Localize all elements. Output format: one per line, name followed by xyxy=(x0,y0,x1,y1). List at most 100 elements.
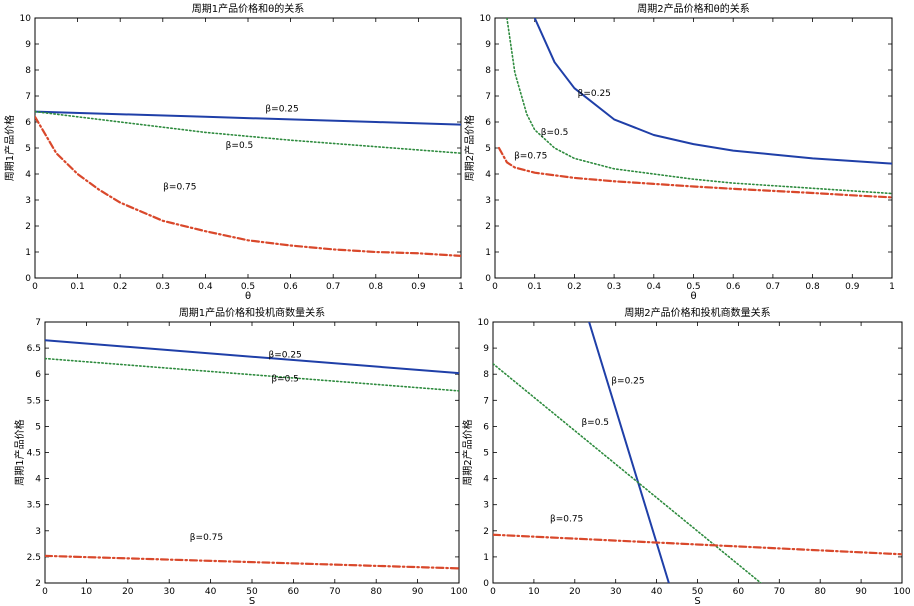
x-tick-label: 1 xyxy=(889,282,895,292)
x-tick-label: 0.3 xyxy=(607,282,621,292)
x-axis-label: θ xyxy=(690,291,696,302)
y-tick-label: 9 xyxy=(25,40,31,50)
x-tick-label: 0.7 xyxy=(326,282,340,292)
y-tick-label: 0 xyxy=(483,579,489,589)
series-line-solid xyxy=(45,339,459,375)
y-tick-label: 6 xyxy=(485,118,491,128)
y-tick-label: 5 xyxy=(485,144,491,154)
x-tick-label: 0.2 xyxy=(567,282,581,292)
y-tick-label: 1 xyxy=(485,248,491,258)
y-tick-label: 4 xyxy=(35,475,41,485)
x-tick-label: 0.6 xyxy=(726,282,741,292)
x-tick-label: 80 xyxy=(370,587,382,597)
x-tick-label: 0.7 xyxy=(766,282,780,292)
y-tick-label: 0 xyxy=(485,274,491,284)
y-tick-label: 9 xyxy=(483,344,489,354)
x-tick-label: 70 xyxy=(329,587,341,597)
y-tick-label: 6 xyxy=(25,118,31,128)
y-tick-label: 2 xyxy=(25,222,31,232)
x-tick-label: 70 xyxy=(774,587,786,597)
series-annotation: β=0.75 xyxy=(163,183,196,193)
series-line-solid xyxy=(533,18,892,165)
y-axis-label: 周期1产品价格 xyxy=(13,419,26,485)
series-annotation: β=0.5 xyxy=(226,141,254,151)
x-tick-label: 0.8 xyxy=(805,282,820,292)
series-annotation: β=0.25 xyxy=(611,376,644,386)
chart-panel-2: 0 0.1 0.2 0.3 0.4 0.5 0.6 0.7 0.8 0.9 101234567891… xyxy=(463,2,895,302)
series-line-dashdot xyxy=(493,533,902,556)
y-tick-label: 4 xyxy=(25,170,31,180)
x-tick-label: 20 xyxy=(569,587,581,597)
x-tick-label: 100 xyxy=(893,587,910,597)
series-annotation: β=0.25 xyxy=(265,105,298,115)
x-tick-label: 0 xyxy=(32,282,38,292)
y-tick-label: 7 xyxy=(25,92,31,102)
x-tick-label: 1 xyxy=(458,282,464,292)
x-tick-label: 0.3 xyxy=(156,282,170,292)
x-tick-label: 0.9 xyxy=(411,282,426,292)
x-tick-label: 100 xyxy=(450,587,467,597)
y-tick-label: 5.5 xyxy=(27,396,41,406)
y-tick-label: 8 xyxy=(483,370,489,380)
y-tick-label: 3 xyxy=(485,196,491,206)
x-tick-label: 0 xyxy=(42,587,48,597)
y-tick-label: 7 xyxy=(483,396,489,406)
x-tick-label: 0.5 xyxy=(686,282,700,292)
y-tick-label: 6 xyxy=(483,422,489,432)
series-line-dashdot xyxy=(45,554,459,570)
y-tick-label: 7 xyxy=(35,318,41,328)
y-tick-label: 2 xyxy=(485,222,491,232)
y-tick-label: 3 xyxy=(483,501,489,511)
series-annotation: β=0.25 xyxy=(578,89,611,99)
y-tick-label: 4 xyxy=(483,475,489,485)
y-tick-label: 6.5 xyxy=(27,344,41,354)
x-tick-label: 50 xyxy=(246,587,258,597)
series-line-dotted xyxy=(45,357,459,392)
series-line-dotted xyxy=(506,18,892,195)
x-tick-label: 90 xyxy=(855,587,867,597)
chart-title: 周期2产品价格和投机商数量关系 xyxy=(624,306,770,319)
x-tick-label: 0.2 xyxy=(113,282,127,292)
series-annotation: β=0.75 xyxy=(190,533,223,543)
x-tick-label: 60 xyxy=(288,587,300,597)
series-annotation: β=0.5 xyxy=(581,418,609,428)
x-axis-label: S xyxy=(249,596,255,606)
y-tick-label: 1 xyxy=(25,248,31,258)
y-tick-label: 9 xyxy=(485,40,491,50)
series-annotation: β=0.75 xyxy=(514,151,547,161)
y-tick-label: 2 xyxy=(483,527,489,537)
x-tick-label: 0.4 xyxy=(647,282,662,292)
x-tick-label: 50 xyxy=(692,587,704,597)
y-tick-label: 2.5 xyxy=(27,553,41,563)
series-line-solid xyxy=(588,322,670,583)
x-tick-label: 40 xyxy=(205,587,217,597)
series-line-dashdot xyxy=(35,115,461,257)
y-tick-label: 4 xyxy=(485,170,491,180)
x-tick-label: 90 xyxy=(412,587,424,597)
series-line-dotted xyxy=(35,110,461,154)
y-tick-label: 1 xyxy=(483,553,489,563)
chart-title: 周期1产品价格和θ的关系 xyxy=(192,2,304,15)
series-annotation: β=0.75 xyxy=(550,515,583,525)
y-tick-label: 4.5 xyxy=(27,449,41,459)
x-tick-label: 10 xyxy=(528,587,540,597)
x-tick-label: 0.1 xyxy=(70,282,84,292)
series-annotation: β=0.25 xyxy=(268,350,301,360)
x-tick-label: 80 xyxy=(814,587,826,597)
y-tick-label: 0 xyxy=(25,274,31,284)
y-axis-label: 周期2产品价格 xyxy=(463,115,476,181)
x-tick-label: 30 xyxy=(163,587,175,597)
x-tick-label: 0.8 xyxy=(369,282,384,292)
x-tick-label: 30 xyxy=(610,587,622,597)
y-tick-label: 10 xyxy=(20,14,32,24)
y-tick-label: 5 xyxy=(35,422,41,432)
chart-title: 周期1产品价格和投机商数量关系 xyxy=(179,306,325,319)
series-annotation: β=0.5 xyxy=(271,375,299,385)
series-line-solid xyxy=(35,110,461,126)
y-tick-label: 5 xyxy=(483,449,489,459)
series-annotation: β=0.5 xyxy=(541,128,569,138)
x-axis-label: θ xyxy=(245,291,251,302)
x-tick-label: 0 xyxy=(492,282,498,292)
y-tick-label: 6 xyxy=(35,370,41,380)
